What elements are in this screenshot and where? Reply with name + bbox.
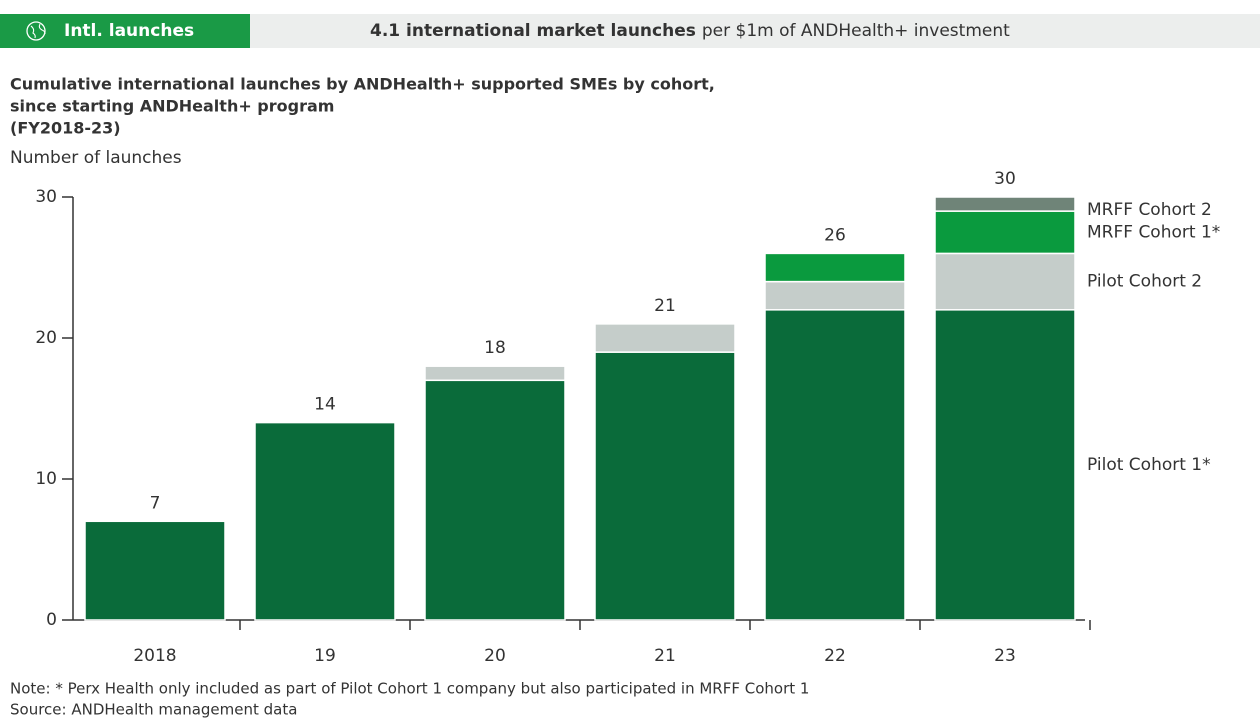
bar-segment (594, 351, 736, 621)
total-label: 18 (484, 338, 506, 358)
y-tick-label: 10 (35, 469, 57, 489)
bar-segment (764, 252, 906, 283)
bar-segment (764, 309, 906, 621)
total-label: 30 (994, 169, 1016, 189)
bar-segment (84, 520, 226, 621)
x-tick-label: 21 (654, 646, 676, 666)
headline-bold: 4.1 international market launches (370, 21, 696, 41)
x-tick-label: 20 (484, 646, 506, 666)
headline-rest: per $1m of ANDHealth+ investment (702, 21, 1010, 41)
y-tick-label: 20 (35, 328, 57, 348)
y-axis-label: Number of launches (10, 148, 182, 168)
bar-segment (424, 365, 566, 382)
bar-segment (934, 196, 1076, 212)
total-label: 21 (654, 296, 676, 316)
bar-segment (594, 323, 736, 353)
x-tick-label: 19 (314, 646, 336, 666)
chart-title: Cumulative international launches by AND… (10, 75, 715, 94)
globe-icon-detail (30, 23, 46, 39)
y-tick-label: 0 (46, 610, 57, 630)
legend-label: MRFF Cohort 2 (1087, 200, 1212, 220)
bar-segment (254, 421, 396, 621)
y-tick-label: 30 (35, 187, 57, 207)
chart-title: (FY2018-23) (10, 119, 121, 138)
total-label: 14 (314, 395, 336, 415)
bar-segment (934, 210, 1076, 255)
source: Source: ANDHealth management data (10, 701, 297, 719)
bar-segment (934, 252, 1076, 311)
bar-segment (764, 280, 906, 311)
x-tick-label: 2018 (133, 646, 176, 666)
total-label: 26 (824, 225, 846, 245)
header-tag-box (0, 14, 250, 48)
x-tick-label: 22 (824, 646, 846, 666)
note: Note: * Perx Health only included as par… (10, 680, 809, 698)
total-label: 7 (150, 493, 161, 513)
globe-icon (26, 21, 46, 41)
bar-segment (934, 309, 1076, 621)
legend-label: MRFF Cohort 1* (1087, 222, 1220, 242)
bar-segment (424, 379, 566, 621)
headline: 4.1 international market launches per $1m… (370, 21, 1010, 41)
x-tick-label: 23 (994, 646, 1016, 666)
chart-title: since starting ANDHealth+ program (10, 97, 334, 116)
legend-label: Pilot Cohort 2 (1087, 272, 1202, 292)
legend-label: Pilot Cohort 1* (1087, 455, 1211, 475)
header-tag: Intl. launches (64, 21, 194, 41)
